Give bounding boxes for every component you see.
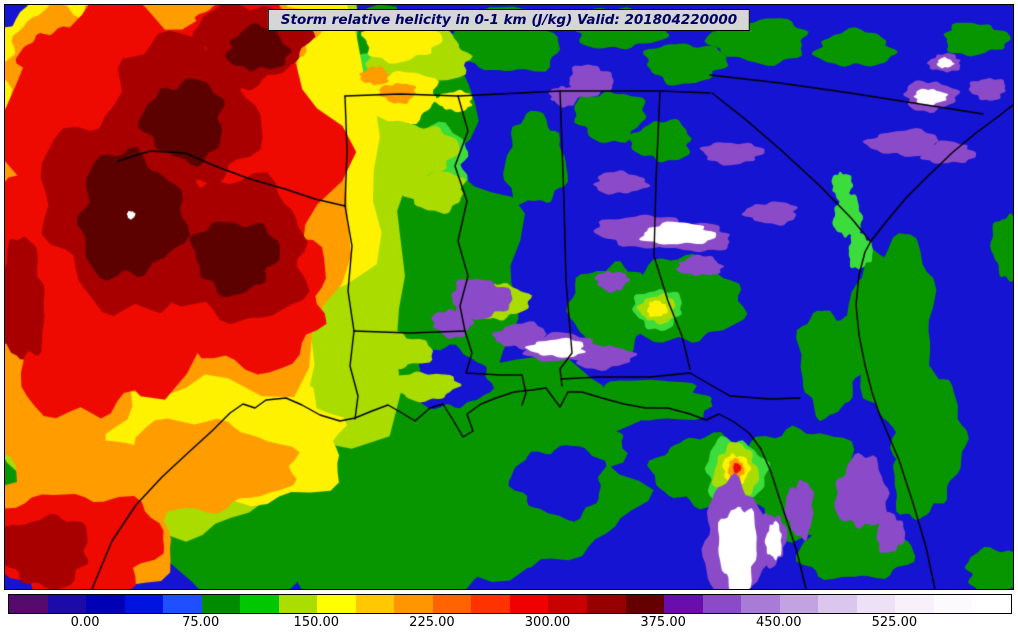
map-title: Storm relative helicity in 0-1 km (J/kg)… (267, 9, 751, 31)
colorbar-segment (86, 595, 125, 613)
colorbar-tick-label: 300.00 (524, 615, 571, 630)
colorbar-segment (625, 595, 665, 613)
colorbar-segment (509, 595, 549, 613)
colorbar-segment (278, 595, 318, 613)
colorbar-segment (394, 595, 433, 613)
colorbar-tick-label: 225.00 (409, 615, 455, 630)
colorbar-segment (856, 595, 896, 613)
colorbar-segment (664, 595, 703, 613)
colorbar-segment (548, 595, 587, 613)
colorbar-segment (818, 595, 857, 613)
colorbar (8, 594, 1012, 614)
colorbar-segment (163, 595, 202, 613)
colorbar-tick-label: 75.00 (182, 615, 220, 630)
colorbar-segment (895, 595, 934, 613)
colorbar-segment (124, 595, 164, 613)
colorbar-segment (355, 595, 395, 613)
colorbar-segment (317, 595, 356, 613)
colorbar-tick-label: 0.00 (70, 615, 100, 630)
colorbar-segment (702, 595, 742, 613)
colorbar-segment (9, 595, 48, 613)
colorbar-segment (933, 595, 973, 613)
colorbar-tick-label: 450.00 (756, 615, 802, 630)
colorbar-ticks: 0.00 75.00 150.00 225.00 300.00 375.00 450.00 5… (8, 615, 1010, 633)
colorbar-segment (201, 595, 241, 613)
colorbar-segment (47, 595, 87, 613)
colorbar-tick-label: 375.00 (640, 615, 686, 630)
colorbar-tick-label: 525.00 (871, 615, 918, 630)
colorbar-segment (471, 595, 510, 613)
colorbar-segment (586, 595, 626, 613)
colorbar-segment (240, 595, 279, 613)
colorbar-segment (779, 595, 819, 613)
helicity-contour-map (4, 4, 1014, 590)
colorbar-segment (972, 595, 1011, 613)
colorbar-segment (741, 595, 780, 613)
colorbar-tick-label: 150.00 (293, 615, 340, 630)
colorbar-segment (432, 595, 472, 613)
